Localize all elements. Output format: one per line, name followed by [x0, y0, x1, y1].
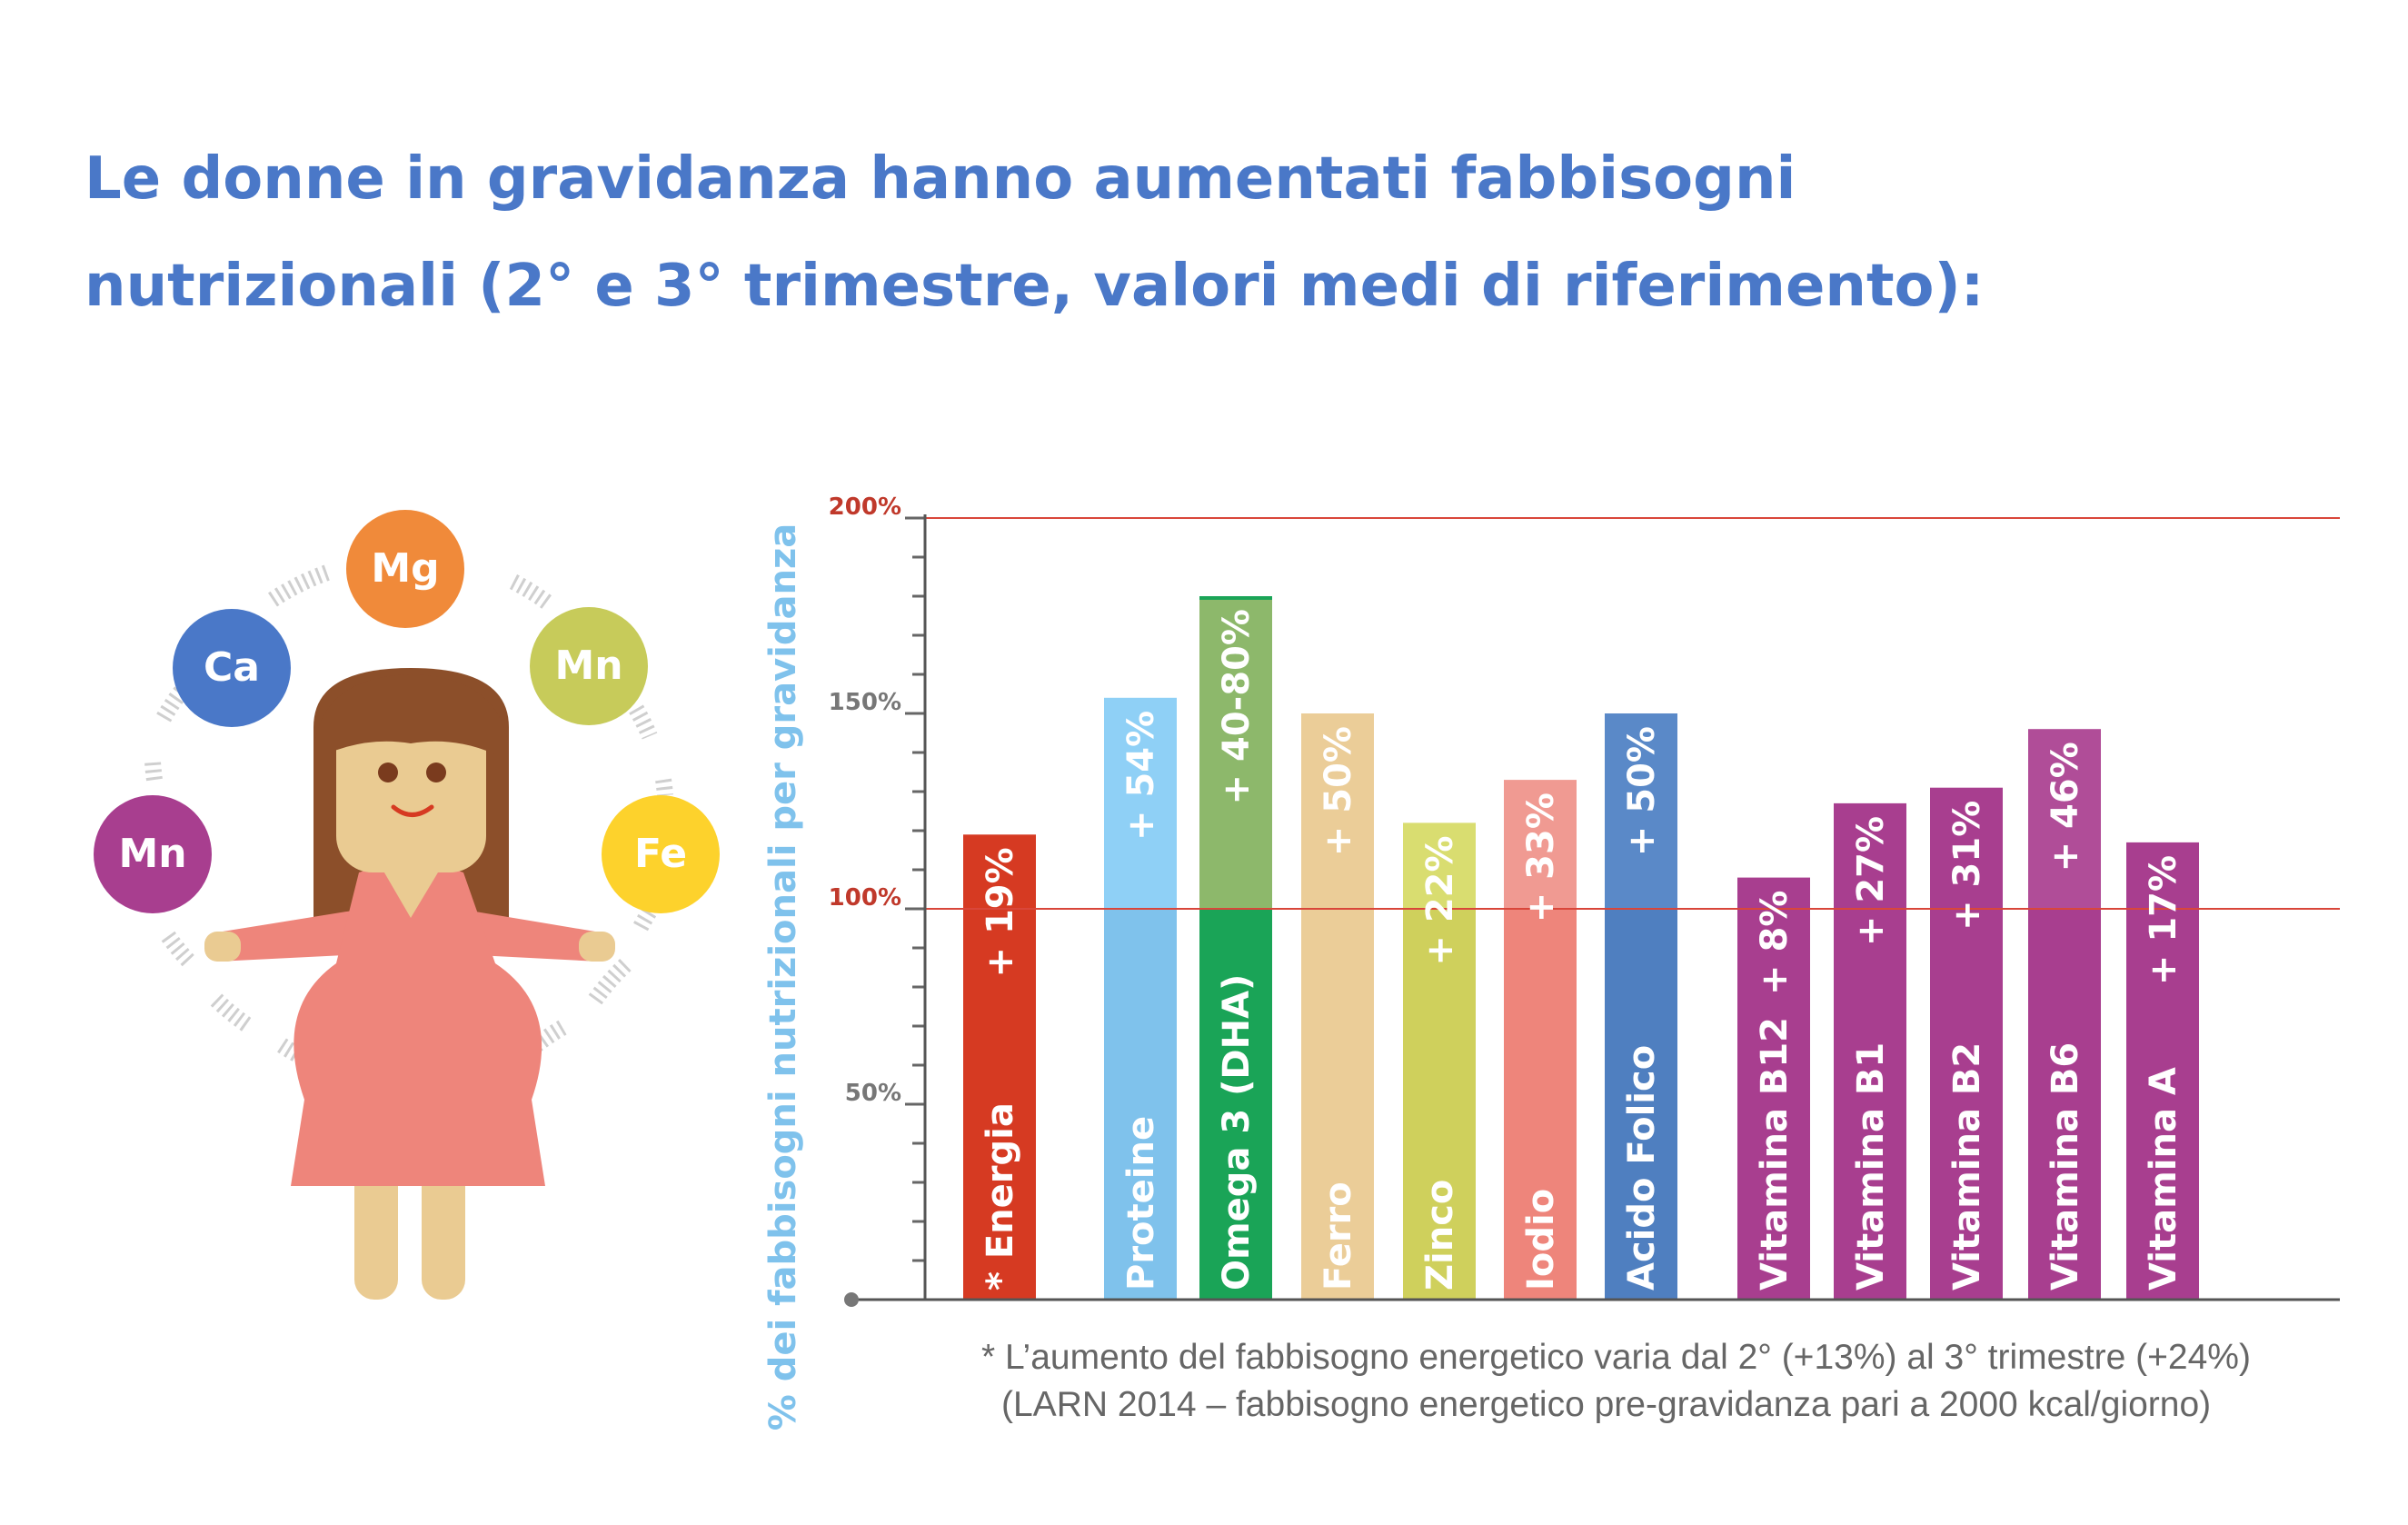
y-axis-ticks: 200% 150% 100% 50% [829, 493, 925, 1301]
category-label: Vitamina B6 [2045, 1042, 2086, 1291]
value-label: + 31% [1946, 801, 1988, 931]
category-label: Omega 3 (DHA) [1216, 974, 1258, 1291]
bar [1737, 909, 1810, 1300]
bar-upper [1104, 697, 1177, 909]
right-arm [459, 909, 606, 962]
y-tick-label: 100% [829, 884, 901, 912]
footnote: * L’aumento del fabbisogno energetico va… [981, 1334, 2251, 1429]
bar-upper [1301, 713, 1374, 909]
category-label: Ferro [1318, 1181, 1359, 1291]
category-label: Vitamina A [2143, 1067, 2184, 1291]
bar-upper [1834, 802, 1906, 909]
value-label: + 50% [1318, 726, 1359, 856]
mineral-mn-left: Mn [94, 795, 212, 913]
category-label: * Energia [980, 1102, 1021, 1291]
y-tick-label: 200% [829, 493, 901, 521]
bar [1930, 909, 2003, 1300]
y-tick-label: 50% [845, 1080, 901, 1107]
bar [1104, 909, 1177, 1300]
bar-upper [1403, 822, 1476, 909]
value-label: + 50% [1621, 726, 1663, 856]
bar-upper [1737, 877, 1810, 909]
mineral-mn-right-label: Mn [554, 643, 622, 689]
category-label: Iodio [1520, 1189, 1562, 1291]
right-hand [579, 932, 615, 962]
bar-upper [1199, 596, 1272, 909]
category-label: Vitamina B12 [1754, 1017, 1796, 1291]
bar [963, 909, 1036, 1300]
title-line-1: Le donne in gravidanza hanno aumentati f… [85, 145, 1796, 213]
page-title: Le donne in gravidanza hanno aumentati f… [85, 125, 2338, 340]
dress [291, 863, 545, 1186]
bar [1504, 909, 1577, 1300]
footnote-line-1: * L’aumento del fabbisogno energetico va… [981, 1338, 2251, 1377]
bar-upper [1504, 780, 1577, 909]
bar-upper [2028, 729, 2101, 909]
reference-lines [925, 517, 2340, 910]
value-label: + 54% [1120, 711, 1162, 841]
bar-labels: * Energia + 19% Proteine + 54% Omega 3 (DHA)… [980, 609, 2184, 1291]
smile [391, 804, 434, 817]
bar-cap [1199, 596, 1272, 600]
bar-upper [963, 834, 1036, 909]
category-label: Acido Folico [1621, 1045, 1663, 1291]
face [336, 704, 486, 872]
value-label: + 40-80% [1216, 609, 1258, 804]
value-label: + 8% [1754, 891, 1796, 995]
bar-upper [2126, 842, 2199, 909]
bars [963, 596, 2199, 1300]
mineral-mn-right: Mn [530, 607, 648, 725]
bar-upper [1930, 787, 2003, 909]
bar [1834, 909, 1906, 1300]
title-line-2: nutrizionali (2° e 3° trimestre, valori … [85, 253, 1985, 320]
bar [1403, 909, 1476, 1300]
value-label: + 46% [2045, 742, 2086, 872]
left-hand [204, 932, 241, 962]
category-label: Vitamina B2 [1946, 1042, 1988, 1291]
right-leg [422, 1154, 465, 1300]
value-label: + 19% [980, 847, 1021, 977]
mineral-fe: Fe [602, 795, 720, 913]
bar [2126, 909, 2199, 1300]
footnote-line-2: (LARN 2014 – fabbisogno energetico pre-g… [1001, 1385, 2212, 1424]
mineral-mg-label: Mg [371, 545, 439, 592]
category-label: Proteine [1120, 1116, 1162, 1291]
value-label: + 27% [1850, 816, 1892, 946]
mineral-mg: Mg [346, 510, 464, 628]
y-axis-label: % dei fabbisogni nutrizionali per gravid… [762, 523, 804, 1431]
right-eye [426, 762, 446, 782]
y-tick-label: 150% [829, 689, 901, 716]
left-eye [378, 762, 398, 782]
hair-bangs [313, 674, 509, 754]
pregnant-woman-illustration [144, 564, 673, 1300]
bar [1301, 909, 1374, 1300]
neckline [382, 868, 441, 918]
left-leg [354, 1154, 398, 1300]
mineral-ca: Ca [173, 609, 291, 727]
bar-upper [1605, 713, 1677, 909]
bar [2028, 909, 2101, 1300]
bar [1199, 909, 1272, 1300]
category-label: Vitamina B1 [1850, 1042, 1892, 1291]
mineral-ca-label: Ca [204, 644, 260, 691]
mineral-fe-label: Fe [634, 831, 687, 877]
left-arm [212, 909, 363, 962]
value-label: + 17% [2143, 855, 2184, 985]
category-label: Zinco [1419, 1180, 1461, 1291]
mineral-mn-left-label: Mn [118, 831, 186, 877]
bar [1605, 909, 1677, 1300]
axis-origin-dot [844, 1292, 859, 1307]
value-label: + 33% [1520, 792, 1562, 922]
value-label: + 22% [1419, 835, 1461, 965]
